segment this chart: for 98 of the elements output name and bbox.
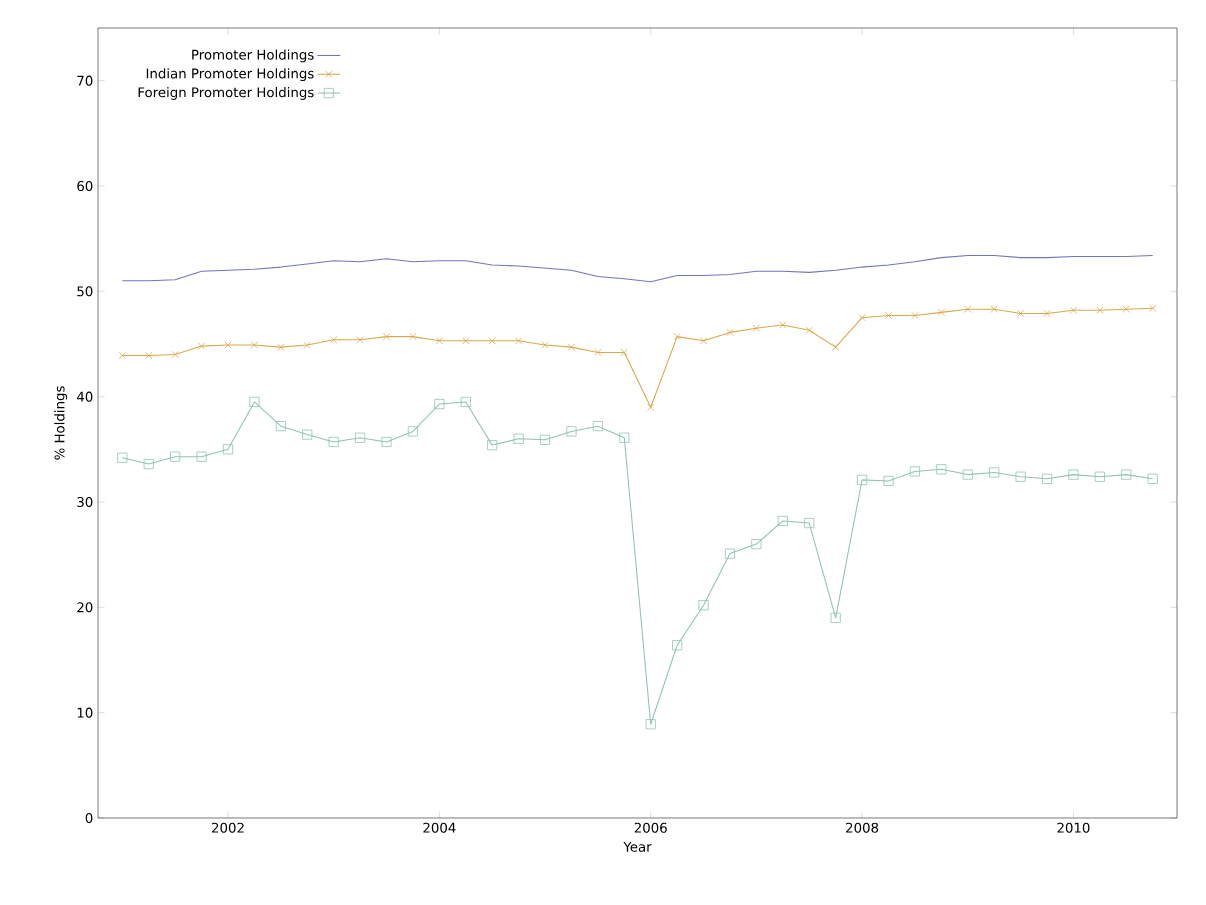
- point: [277, 343, 285, 351]
- point: [962, 469, 973, 480]
- point: [989, 467, 1000, 478]
- y-tick-label: 10: [77, 707, 93, 718]
- point: [381, 436, 392, 448]
- x-tick-label: 2008: [846, 822, 879, 833]
- point: [672, 640, 683, 651]
- point: [143, 459, 154, 470]
- point: [488, 337, 496, 345]
- point: [487, 440, 498, 451]
- point: [619, 432, 630, 443]
- point: [645, 719, 656, 730]
- point: [752, 324, 761, 332]
- point: [1068, 469, 1079, 480]
- point: [804, 517, 815, 529]
- point: [594, 348, 602, 357]
- point: [434, 398, 445, 410]
- point: [303, 341, 311, 349]
- point: [724, 548, 736, 559]
- legend-label: Promoter Holdings: [192, 49, 314, 63]
- y-tick-label: 30: [77, 496, 93, 508]
- point: [909, 466, 920, 477]
- point: [355, 432, 366, 443]
- point: [117, 452, 128, 463]
- point: [222, 444, 234, 455]
- point: [673, 332, 681, 341]
- point: [462, 337, 470, 345]
- y-tick-label: 60: [77, 180, 93, 192]
- point: [1147, 473, 1158, 484]
- point: [539, 434, 551, 445]
- point: [224, 341, 232, 349]
- point: [1041, 473, 1053, 484]
- point: [592, 421, 603, 432]
- point: [1043, 309, 1051, 318]
- point: [1069, 306, 1078, 314]
- point: [883, 475, 894, 486]
- point: [328, 436, 339, 448]
- point: [1121, 469, 1132, 480]
- point: [1015, 471, 1026, 482]
- point: [936, 464, 947, 475]
- point: [964, 305, 972, 313]
- point: [170, 451, 181, 462]
- point: [435, 337, 444, 345]
- point: [1096, 306, 1104, 314]
- point: [356, 336, 364, 344]
- point: [647, 403, 655, 411]
- point: [990, 305, 998, 313]
- legend-label: Foreign Promoter Holdings: [138, 86, 314, 100]
- point: [1122, 305, 1130, 313]
- point: [513, 433, 524, 444]
- point: [911, 311, 919, 320]
- point: [1149, 304, 1157, 312]
- point: [830, 612, 841, 623]
- x-axis-title: Year: [623, 841, 652, 852]
- y-tick-label: 40: [76, 391, 93, 402]
- point: [858, 313, 866, 322]
- point: [409, 332, 417, 341]
- legend-label: Indian Promoter Holdings: [146, 68, 314, 82]
- point: [249, 396, 260, 407]
- point: [382, 332, 391, 341]
- point: [145, 351, 153, 360]
- point: [302, 429, 313, 440]
- y-tick-label: 70: [77, 75, 93, 86]
- point: [777, 515, 788, 527]
- point: [884, 311, 893, 320]
- point: [197, 342, 206, 350]
- x-tick-label: 2010: [1057, 822, 1090, 833]
- point: [329, 336, 338, 344]
- x-tick-label: 2004: [423, 822, 456, 833]
- point: [541, 341, 549, 349]
- point: [196, 451, 207, 462]
- point: [275, 421, 286, 432]
- point: [171, 350, 179, 359]
- point: [699, 337, 708, 345]
- x-tick-label: 2006: [634, 822, 667, 833]
- x-tick-label: 2002: [212, 822, 244, 833]
- point: [805, 326, 813, 334]
- point: [831, 343, 840, 351]
- point: [937, 308, 946, 317]
- point: [514, 337, 523, 345]
- point: [1094, 471, 1105, 482]
- y-tick-label: 20: [77, 602, 93, 613]
- point: [566, 426, 577, 437]
- point: [857, 474, 868, 485]
- point: [620, 348, 628, 357]
- point: [751, 539, 762, 550]
- point: [1016, 309, 1025, 318]
- y-tick-label: 0: [85, 812, 93, 824]
- point: [567, 343, 576, 351]
- y-tick-label: 50: [77, 286, 93, 297]
- point: [407, 426, 418, 437]
- point: [250, 341, 259, 349]
- y-axis-title: % Holdings: [54, 386, 68, 460]
- point: [460, 396, 471, 407]
- point: [118, 351, 127, 360]
- point: [698, 600, 709, 611]
- point: [779, 321, 787, 329]
- point: [726, 328, 734, 337]
